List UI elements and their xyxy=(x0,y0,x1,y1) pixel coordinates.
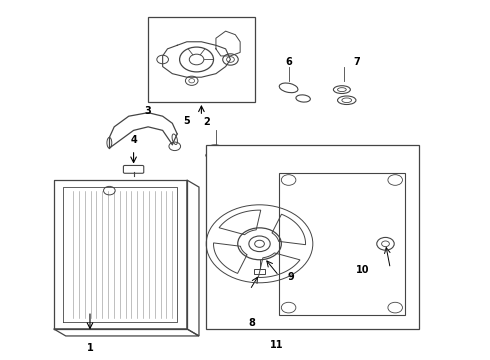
Text: 11: 11 xyxy=(270,339,283,350)
Text: 5: 5 xyxy=(183,116,190,126)
Text: 9: 9 xyxy=(288,272,294,282)
Text: 6: 6 xyxy=(285,57,292,67)
Text: 3: 3 xyxy=(145,106,151,116)
Text: 7: 7 xyxy=(353,57,360,67)
Text: 4: 4 xyxy=(130,135,137,145)
Bar xyxy=(279,173,405,315)
Text: 1: 1 xyxy=(87,343,94,353)
Text: 10: 10 xyxy=(356,265,370,275)
Text: 8: 8 xyxy=(249,318,256,328)
Bar xyxy=(148,17,255,102)
Text: 2: 2 xyxy=(203,117,210,127)
Bar xyxy=(254,269,266,274)
Bar xyxy=(206,145,419,329)
